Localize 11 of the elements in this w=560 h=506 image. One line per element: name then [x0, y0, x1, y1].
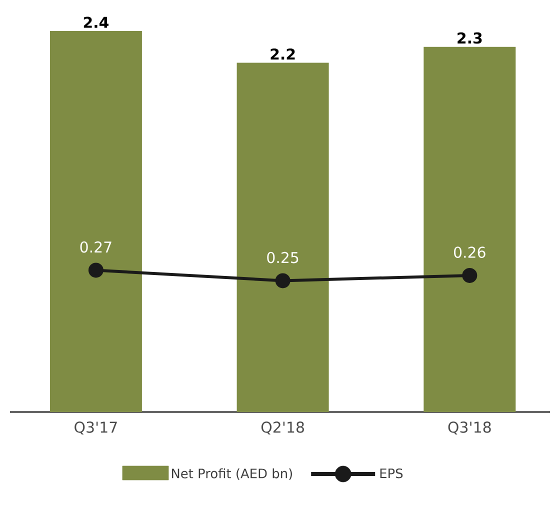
- x-tick-label: Q3'18: [448, 422, 491, 435]
- data-label: 2.2: [270, 48, 295, 60]
- x-tick-label: Q3'17: [74, 422, 117, 435]
- data-label: 2.3: [458, 32, 482, 44]
- data-label: 0.27: [80, 241, 112, 253]
- legend-label: Net Profit (AED bn): [172, 468, 292, 480]
- x-tick-label: Q2'18: [261, 422, 304, 435]
- legend-label: EPS: [380, 468, 403, 478]
- data-label: 0.26: [454, 246, 486, 258]
- data-label: 0.25: [267, 252, 298, 264]
- data-label: 2.4: [84, 16, 108, 28]
